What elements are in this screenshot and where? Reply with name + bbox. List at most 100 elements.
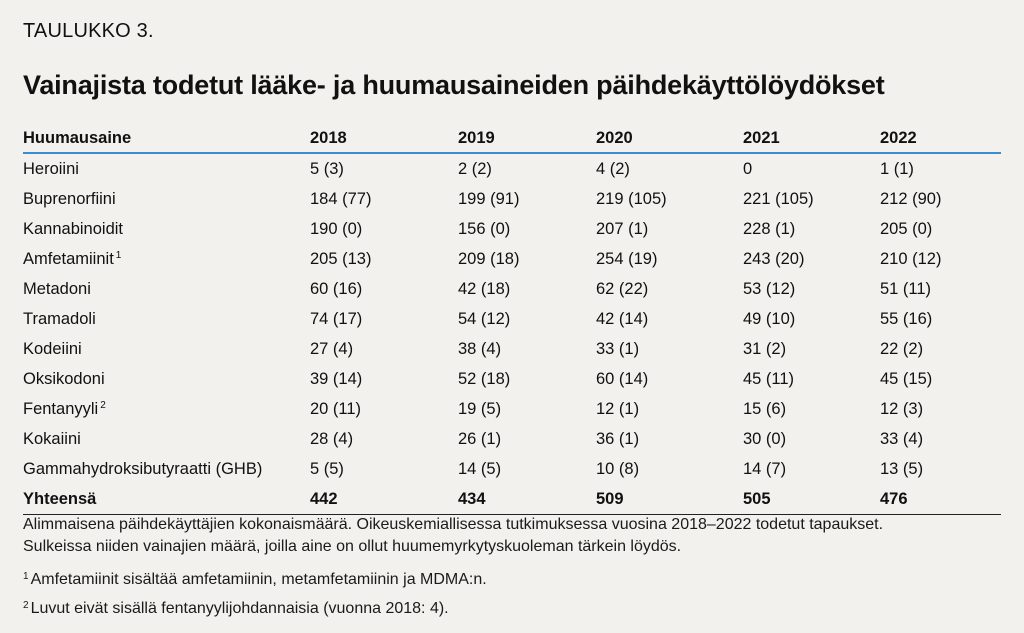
- column-header-2019: 2019: [458, 124, 596, 154]
- total-label: Yhteensä: [23, 484, 310, 515]
- substance-name: Gammahydroksibutyraatti (GHB): [23, 459, 263, 478]
- table-header-row: Huumausaine 2018 2019 2020 2021 2022: [23, 124, 1001, 154]
- data-table: Huumausaine 2018 2019 2020 2021 2022 Her…: [23, 124, 1001, 515]
- table-cell: 14 (5): [458, 459, 502, 478]
- table-cell: 184 (77): [310, 189, 372, 208]
- row-label: Fentanyyli 2: [23, 394, 310, 424]
- row-label: Oksikodoni: [23, 364, 310, 394]
- footnote-mark: 1: [23, 571, 29, 582]
- table-cell: 27 (4): [310, 339, 354, 358]
- table-label: TAULUKKO 3.: [23, 20, 154, 42]
- table-cell: 74 (17): [310, 309, 363, 328]
- total-cell: 509: [596, 484, 743, 515]
- table-cell: 54 (12): [458, 309, 511, 328]
- table-cell: 26 (1): [458, 429, 502, 448]
- column-header-2020: 2020: [596, 124, 743, 154]
- column-header-2018: 2018: [310, 124, 458, 154]
- table-cell: 228 (1): [743, 219, 796, 238]
- table-cell: 42 (14): [596, 309, 649, 328]
- substance-name: Kodeiini: [23, 339, 82, 358]
- footnote-mark: 2: [100, 399, 106, 411]
- column-header-2021: 2021: [743, 124, 880, 154]
- table-cell: 5 (3): [310, 159, 344, 178]
- table-cell: 31 (2): [743, 339, 787, 358]
- table-row: Buprenorfiini 184 (77) 199 (91) 219 (105…: [23, 184, 1001, 214]
- substance-name: Buprenorfiini: [23, 189, 116, 208]
- table-notes: Alimmaisena päihdekäyttäjien kokonaismää…: [23, 514, 883, 558]
- table-cell: 1 (1): [880, 159, 914, 178]
- table-cell: 219 (105): [596, 189, 667, 208]
- table-row: Kodeiini 27 (4) 38 (4) 33 (1) 31 (2) 22 …: [23, 334, 1001, 364]
- substance-name: Kannabinoidit: [23, 219, 123, 238]
- substance-name: Heroiini: [23, 159, 79, 178]
- table-row: Tramadoli 74 (17) 54 (12) 42 (14) 49 (10…: [23, 304, 1001, 334]
- column-header-substance: Huumausaine: [23, 124, 310, 154]
- table-cell: 210 (12): [880, 249, 942, 268]
- total-cell: 434: [458, 484, 596, 515]
- table-cell: 12 (1): [596, 399, 640, 418]
- table-cell: 19 (5): [458, 399, 502, 418]
- table-cell: 33 (4): [880, 429, 924, 448]
- table-cell: 49 (10): [743, 309, 796, 328]
- table-row: Metadoni 60 (16) 42 (18) 62 (22) 53 (12)…: [23, 274, 1001, 304]
- substance-name: Tramadoli: [23, 309, 96, 328]
- table-cell: 15 (6): [743, 399, 787, 418]
- table-cell: 10 (8): [596, 459, 640, 478]
- table-cell: 13 (5): [880, 459, 924, 478]
- table-cell: 190 (0): [310, 219, 363, 238]
- row-label: Heroiini: [23, 153, 310, 184]
- footnote-mark: 1: [115, 249, 122, 261]
- table-cell: 52 (18): [458, 369, 511, 388]
- table-cell: 243 (20): [743, 249, 805, 268]
- row-label: Gammahydroksibutyraatti (GHB): [23, 454, 310, 484]
- total-row: Yhteensä 442 434 509 505 476: [23, 484, 1001, 515]
- row-label: Kokaiini: [23, 424, 310, 454]
- table-cell: 53 (12): [743, 279, 796, 298]
- row-label: Buprenorfiini: [23, 184, 310, 214]
- row-label: Kodeiini: [23, 334, 310, 364]
- table-cell: 22 (2): [880, 339, 924, 358]
- note-line-2: Sulkeissa niiden vainajien määrä, joilla…: [23, 538, 682, 555]
- table-cell: 0: [743, 159, 753, 178]
- table-cell: 28 (4): [310, 429, 354, 448]
- table-cell: 60 (16): [310, 279, 363, 298]
- table-cell: 209 (18): [458, 249, 520, 268]
- table-cell: 205 (13): [310, 249, 372, 268]
- table-cell: 51 (11): [880, 279, 932, 298]
- table-cell: 5 (5): [310, 459, 344, 478]
- table-row: Kokaiini 28 (4) 26 (1) 36 (1) 30 (0) 33 …: [23, 424, 1001, 454]
- row-label: Metadoni: [23, 274, 310, 304]
- table-cell: 39 (14): [310, 369, 363, 388]
- table-cell: 212 (90): [880, 189, 942, 208]
- note-line-1: Alimmaisena päihdekäyttäjien kokonaismää…: [23, 516, 884, 533]
- total-cell: 476: [880, 484, 1001, 515]
- table-cell: 199 (91): [458, 189, 520, 208]
- table-row: Amfetamiinit 1 205 (13) 209 (18) 254 (19)…: [23, 244, 1001, 274]
- substance-name: Oksikodoni: [23, 369, 105, 388]
- table-cell: 30 (0): [743, 429, 787, 448]
- table-cell: 2 (2): [458, 159, 492, 178]
- footnote-2: 2 Luvut eivät sisällä fentanyylijohdannai…: [23, 595, 449, 620]
- table-cell: 14 (7): [743, 459, 787, 478]
- table-cell: 205 (0): [880, 219, 933, 238]
- table-cell: 33 (1): [596, 339, 640, 358]
- substance-name: Fentanyyli: [23, 399, 99, 418]
- table-cell: 42 (18): [458, 279, 511, 298]
- table-cell: 62 (22): [596, 279, 649, 298]
- total-cell: 442: [310, 484, 458, 515]
- table-cell: 156 (0): [458, 219, 511, 238]
- table-cell: 55 (16): [880, 309, 933, 328]
- row-label: Kannabinoidit: [23, 214, 310, 244]
- table-cell: 4 (2): [596, 159, 630, 178]
- substance-name: Amfetamiinit: [23, 249, 114, 268]
- table-cell: 221 (105): [743, 189, 814, 208]
- row-label: Amfetamiinit 1: [23, 244, 310, 274]
- table-cell: 38 (4): [458, 339, 502, 358]
- footnote-mark: 2: [23, 600, 29, 611]
- footnote-text: Luvut eivät sisällä fentanyylijohdannais…: [30, 600, 449, 617]
- table-row: Fentanyyli 2 20 (11) 19 (5) 12 (1) 15 (6)…: [23, 394, 1001, 424]
- page-title: Vainajista todetut lääke- ja huumausaine…: [23, 70, 885, 100]
- total-cell: 505: [743, 484, 880, 515]
- table-row: Gammahydroksibutyraatti (GHB) 5 (5) 14 (…: [23, 454, 1001, 484]
- table-cell: 207 (1): [596, 219, 649, 238]
